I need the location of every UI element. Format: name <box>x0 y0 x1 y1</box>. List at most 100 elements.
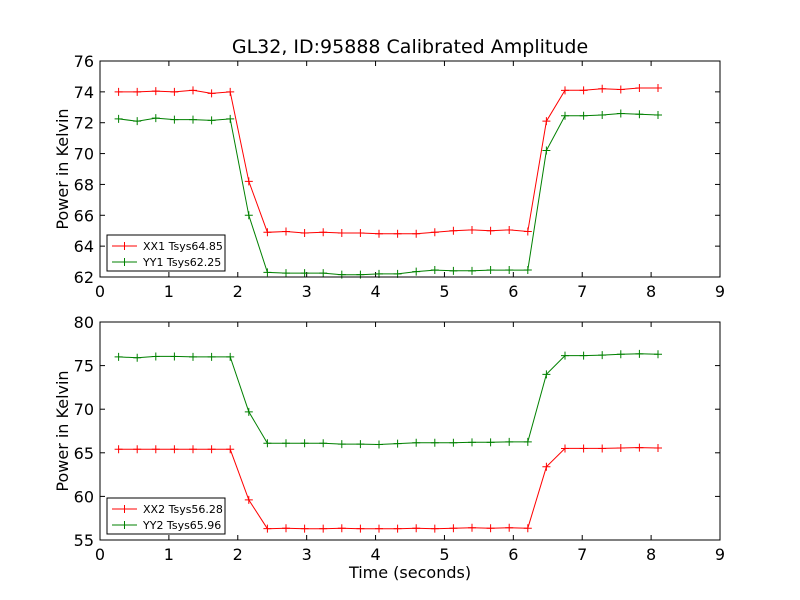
bottom-data-point <box>412 524 421 533</box>
top-y-tick-label: 74 <box>74 83 94 102</box>
top-data-point <box>263 268 272 277</box>
top-data-point <box>654 84 662 92</box>
top-x-tick-label: 0 <box>95 282 105 301</box>
bottom-data-point <box>151 352 160 361</box>
bottom-x-tick-label: 0 <box>95 545 105 564</box>
bottom-x-tick-label: 4 <box>370 545 380 564</box>
top-data-point <box>244 211 253 220</box>
top-x-tick-label: 6 <box>508 282 518 301</box>
top-data-point <box>189 115 197 124</box>
bottom-data-point <box>449 524 458 533</box>
top-data-point <box>393 229 402 238</box>
bottom-data-point <box>468 523 476 532</box>
top-y-tick-label: 68 <box>74 175 94 194</box>
top-data-point <box>319 269 328 278</box>
top-legend-marker <box>120 258 129 266</box>
top-data-point <box>356 229 365 238</box>
top-data-point <box>598 84 607 93</box>
bottom-data-point <box>598 351 607 360</box>
bottom-y-axis-label: Power in Kelvin <box>53 370 72 491</box>
bottom-data-point <box>542 370 551 379</box>
bottom-data-point <box>654 444 662 453</box>
bottom-data-point <box>170 445 179 454</box>
bottom-y-tick-label: 75 <box>74 357 94 376</box>
top-y-tick-label: 72 <box>74 114 94 133</box>
top-data-point <box>654 111 662 119</box>
top-y-axis-label: Power in Kelvin <box>53 108 72 229</box>
bottom-data-point <box>114 352 123 361</box>
bottom-x-tick-label: 1 <box>164 545 174 564</box>
bottom-data-point <box>430 524 439 533</box>
bottom-y-tick-label: 80 <box>74 313 94 332</box>
top-data-point <box>579 86 588 95</box>
top-data-point <box>542 146 551 155</box>
x-axis-label: Time (seconds) <box>348 563 471 582</box>
top-x-tick-label: 7 <box>577 282 587 301</box>
bottom-data-point <box>337 440 346 449</box>
bottom-data-point <box>654 350 662 359</box>
bottom-x-tick-label: 6 <box>508 545 518 564</box>
bottom-data-point <box>635 349 644 358</box>
top-data-point <box>635 84 644 92</box>
top-data-point <box>412 229 421 238</box>
top-data-point <box>133 117 142 126</box>
top-data-point <box>430 228 439 237</box>
top-y-tick-label: 66 <box>74 206 94 225</box>
bottom-data-point <box>375 440 383 449</box>
bottom-data-point <box>133 353 142 362</box>
bottom-data-point <box>263 439 272 448</box>
top-data-point <box>151 114 160 123</box>
bottom-x-tick-label: 9 <box>715 545 725 564</box>
bottom-y-tick-label: 70 <box>74 400 94 419</box>
bottom-data-point <box>486 524 495 533</box>
top-data-point <box>468 266 476 275</box>
bottom-axes-frame <box>99 321 721 541</box>
bottom-data-point <box>207 352 216 361</box>
top-data-point <box>189 86 197 95</box>
bottom-data-point <box>189 445 197 454</box>
top-data-point <box>114 114 123 123</box>
bottom-data-point <box>393 524 402 533</box>
top-data-point <box>207 116 216 125</box>
top-data-point <box>244 177 253 186</box>
bottom-data-point <box>561 444 569 453</box>
bottom-y-tick-label: 55 <box>74 531 94 550</box>
top-x-tick-label: 3 <box>302 282 312 301</box>
top-data-point <box>616 85 625 94</box>
top-data-point <box>151 87 160 96</box>
top-data-point <box>263 228 272 237</box>
bottom-data-point <box>337 524 346 533</box>
top-data-point <box>561 86 569 95</box>
bottom-data-point <box>486 438 495 447</box>
bottom-data-point <box>263 524 272 533</box>
top-legend-marker <box>120 242 129 250</box>
bottom-data-point <box>356 524 365 533</box>
bottom-data-point <box>282 439 290 448</box>
bottom-data-point <box>523 437 532 446</box>
bottom-data-point <box>151 445 160 454</box>
bottom-data-point <box>635 443 644 452</box>
top-data-point <box>561 111 569 120</box>
bottom-data-point <box>542 462 551 471</box>
top-data-point <box>226 114 235 123</box>
chart-title: GL32, ID:95888 Calibrated Amplitude <box>232 36 588 58</box>
top-data-point <box>375 229 383 238</box>
bottom-data-point <box>356 440 365 449</box>
top-data-point <box>468 225 476 234</box>
bottom-legend-label: YY2 Tsys65.96 <box>142 519 221 532</box>
bottom-data-point <box>226 445 235 454</box>
top-legend <box>106 234 226 272</box>
bottom-data-point <box>300 524 309 533</box>
top-data-point <box>505 266 514 275</box>
bottom-y-tick-label: 60 <box>74 487 94 506</box>
top-data-point <box>207 89 216 98</box>
top-data-point <box>319 228 328 237</box>
top-y-tick-label: 70 <box>74 145 94 164</box>
bottom-x-tick-label: 2 <box>233 545 243 564</box>
top-data-point <box>226 87 235 96</box>
top-data-point <box>523 266 532 275</box>
top-data-point <box>114 87 123 96</box>
bottom-data-point <box>189 352 197 361</box>
top-data-point <box>616 109 625 118</box>
